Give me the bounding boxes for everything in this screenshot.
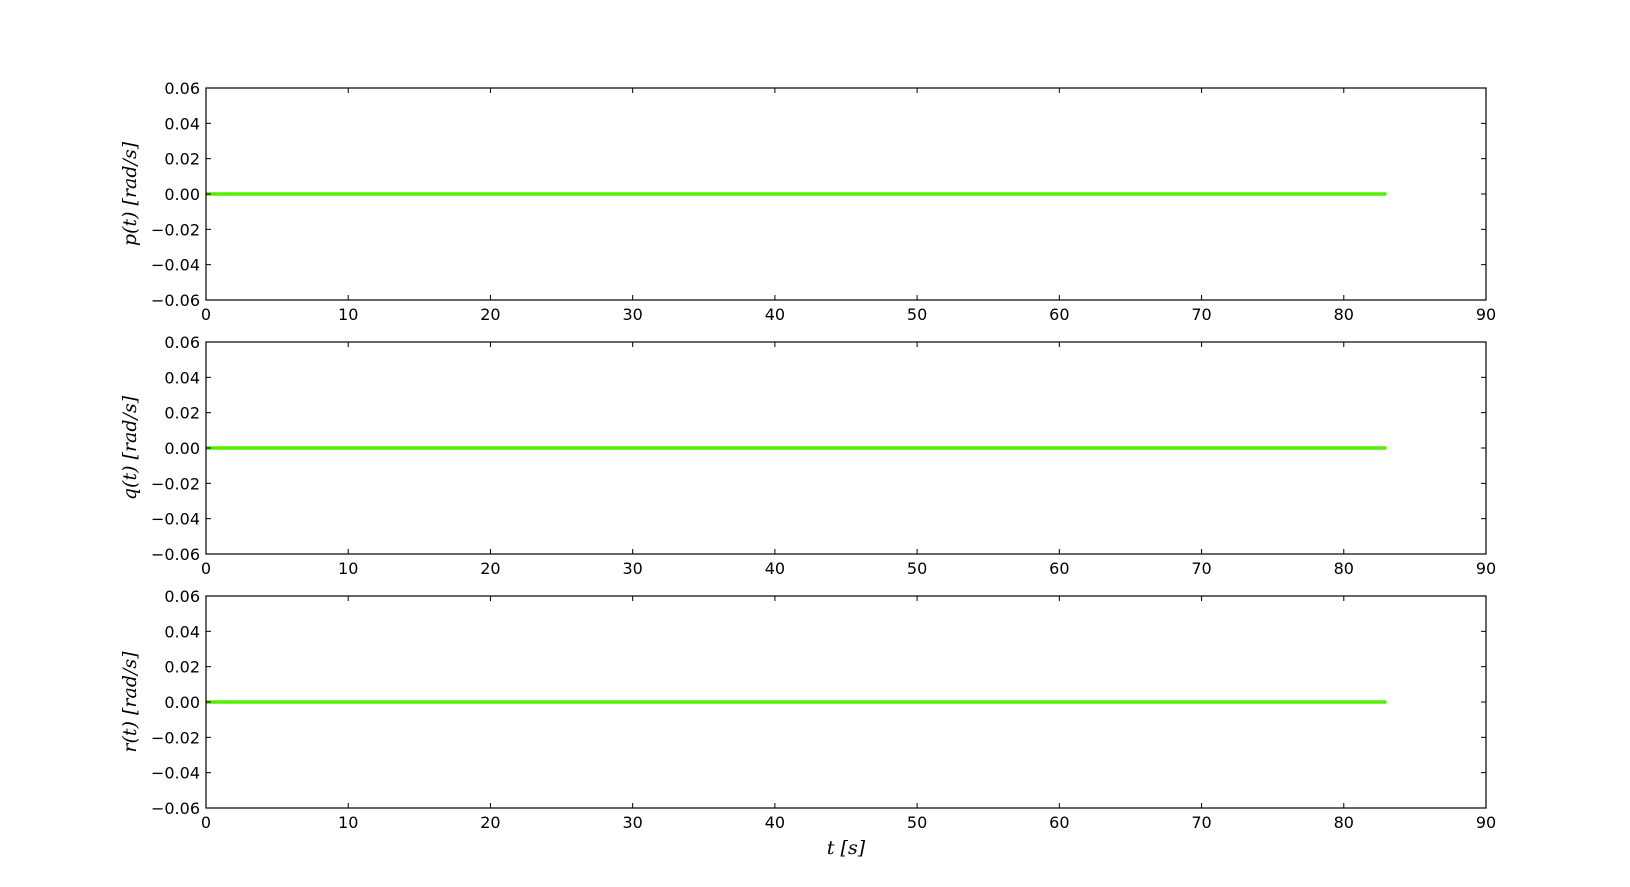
y-axis-label: r(t) [rad/s] [119, 651, 141, 753]
y-tick-label: 0.06 [164, 79, 200, 98]
y-tick-label: −0.02 [151, 474, 200, 493]
y-tick-label: 0.02 [164, 150, 200, 169]
x-tick-label: 50 [907, 559, 927, 578]
subplot-2: 0 10 20 30 40 50 60 70 80 90 0.06 0.04 0.02 0.00 −0.02… [119, 333, 1496, 578]
x-tick-label: 40 [765, 813, 785, 832]
x-tick-label: 20 [480, 813, 500, 832]
x-tick-label: 30 [622, 813, 642, 832]
y-tick-label: −0.02 [151, 728, 200, 747]
x-tick-label: 50 [907, 813, 927, 832]
y-tick-label: −0.06 [151, 799, 200, 818]
y-tick-label: 0.06 [164, 587, 200, 606]
x-tick-label: 60 [1049, 813, 1069, 832]
x-tick-label: 40 [765, 559, 785, 578]
y-axis-label: p(t) [rad/s] [119, 141, 141, 246]
x-tick-label: 60 [1049, 559, 1069, 578]
x-tick-label: 40 [765, 305, 785, 324]
x-tick-label: 80 [1334, 305, 1354, 324]
y-tick-label: 0.02 [164, 658, 200, 677]
x-tick-label: 10 [338, 559, 358, 578]
y-tick-label: −0.06 [151, 291, 200, 310]
subplot-3: 0 10 20 30 40 50 60 70 80 90 0.06 0.04 0.02 0.00 −0.02… [119, 587, 1496, 859]
y-axis-label: q(t) [rad/s] [119, 395, 141, 500]
x-tick-label: 10 [338, 305, 358, 324]
y-tick-label: 0.02 [164, 404, 200, 423]
y-tick-label: 0.00 [164, 693, 200, 712]
x-tick-label: 0 [201, 813, 211, 832]
x-tick-label: 80 [1334, 813, 1354, 832]
x-tick-label: 0 [201, 559, 211, 578]
y-tick-label: 0.04 [164, 114, 200, 133]
x-tick-label: 50 [907, 305, 927, 324]
x-tick-label: 10 [338, 813, 358, 832]
y-tick-label: −0.06 [151, 545, 200, 564]
x-axis-label: t [s] [827, 837, 866, 859]
y-tick-label: 0.06 [164, 333, 200, 352]
x-tick-label: 90 [1476, 813, 1496, 832]
subplot-1: 0 10 20 30 40 50 60 70 80 90 0.06 0.04 0.02 0.00 −0.02… [119, 79, 1496, 324]
y-tick-label: −0.04 [151, 510, 200, 529]
x-tick-label: 70 [1191, 559, 1211, 578]
x-tick-label: 90 [1476, 559, 1496, 578]
y-tick-label: −0.04 [151, 764, 200, 783]
x-tick-label: 30 [622, 559, 642, 578]
x-tick-label: 90 [1476, 305, 1496, 324]
x-tick-label: 20 [480, 559, 500, 578]
x-tick-label: 70 [1191, 305, 1211, 324]
x-tick-label: 0 [201, 305, 211, 324]
y-tick-label: 0.00 [164, 185, 200, 204]
y-tick-label: −0.04 [151, 256, 200, 275]
y-tick-label: 0.04 [164, 368, 200, 387]
x-tick-label: 60 [1049, 305, 1069, 324]
x-tick-label: 70 [1191, 813, 1211, 832]
y-tick-label: 0.04 [164, 622, 200, 641]
x-tick-label: 20 [480, 305, 500, 324]
y-tick-label: −0.02 [151, 220, 200, 239]
x-tick-label: 30 [622, 305, 642, 324]
y-tick-label: 0.00 [164, 439, 200, 458]
x-tick-label: 80 [1334, 559, 1354, 578]
